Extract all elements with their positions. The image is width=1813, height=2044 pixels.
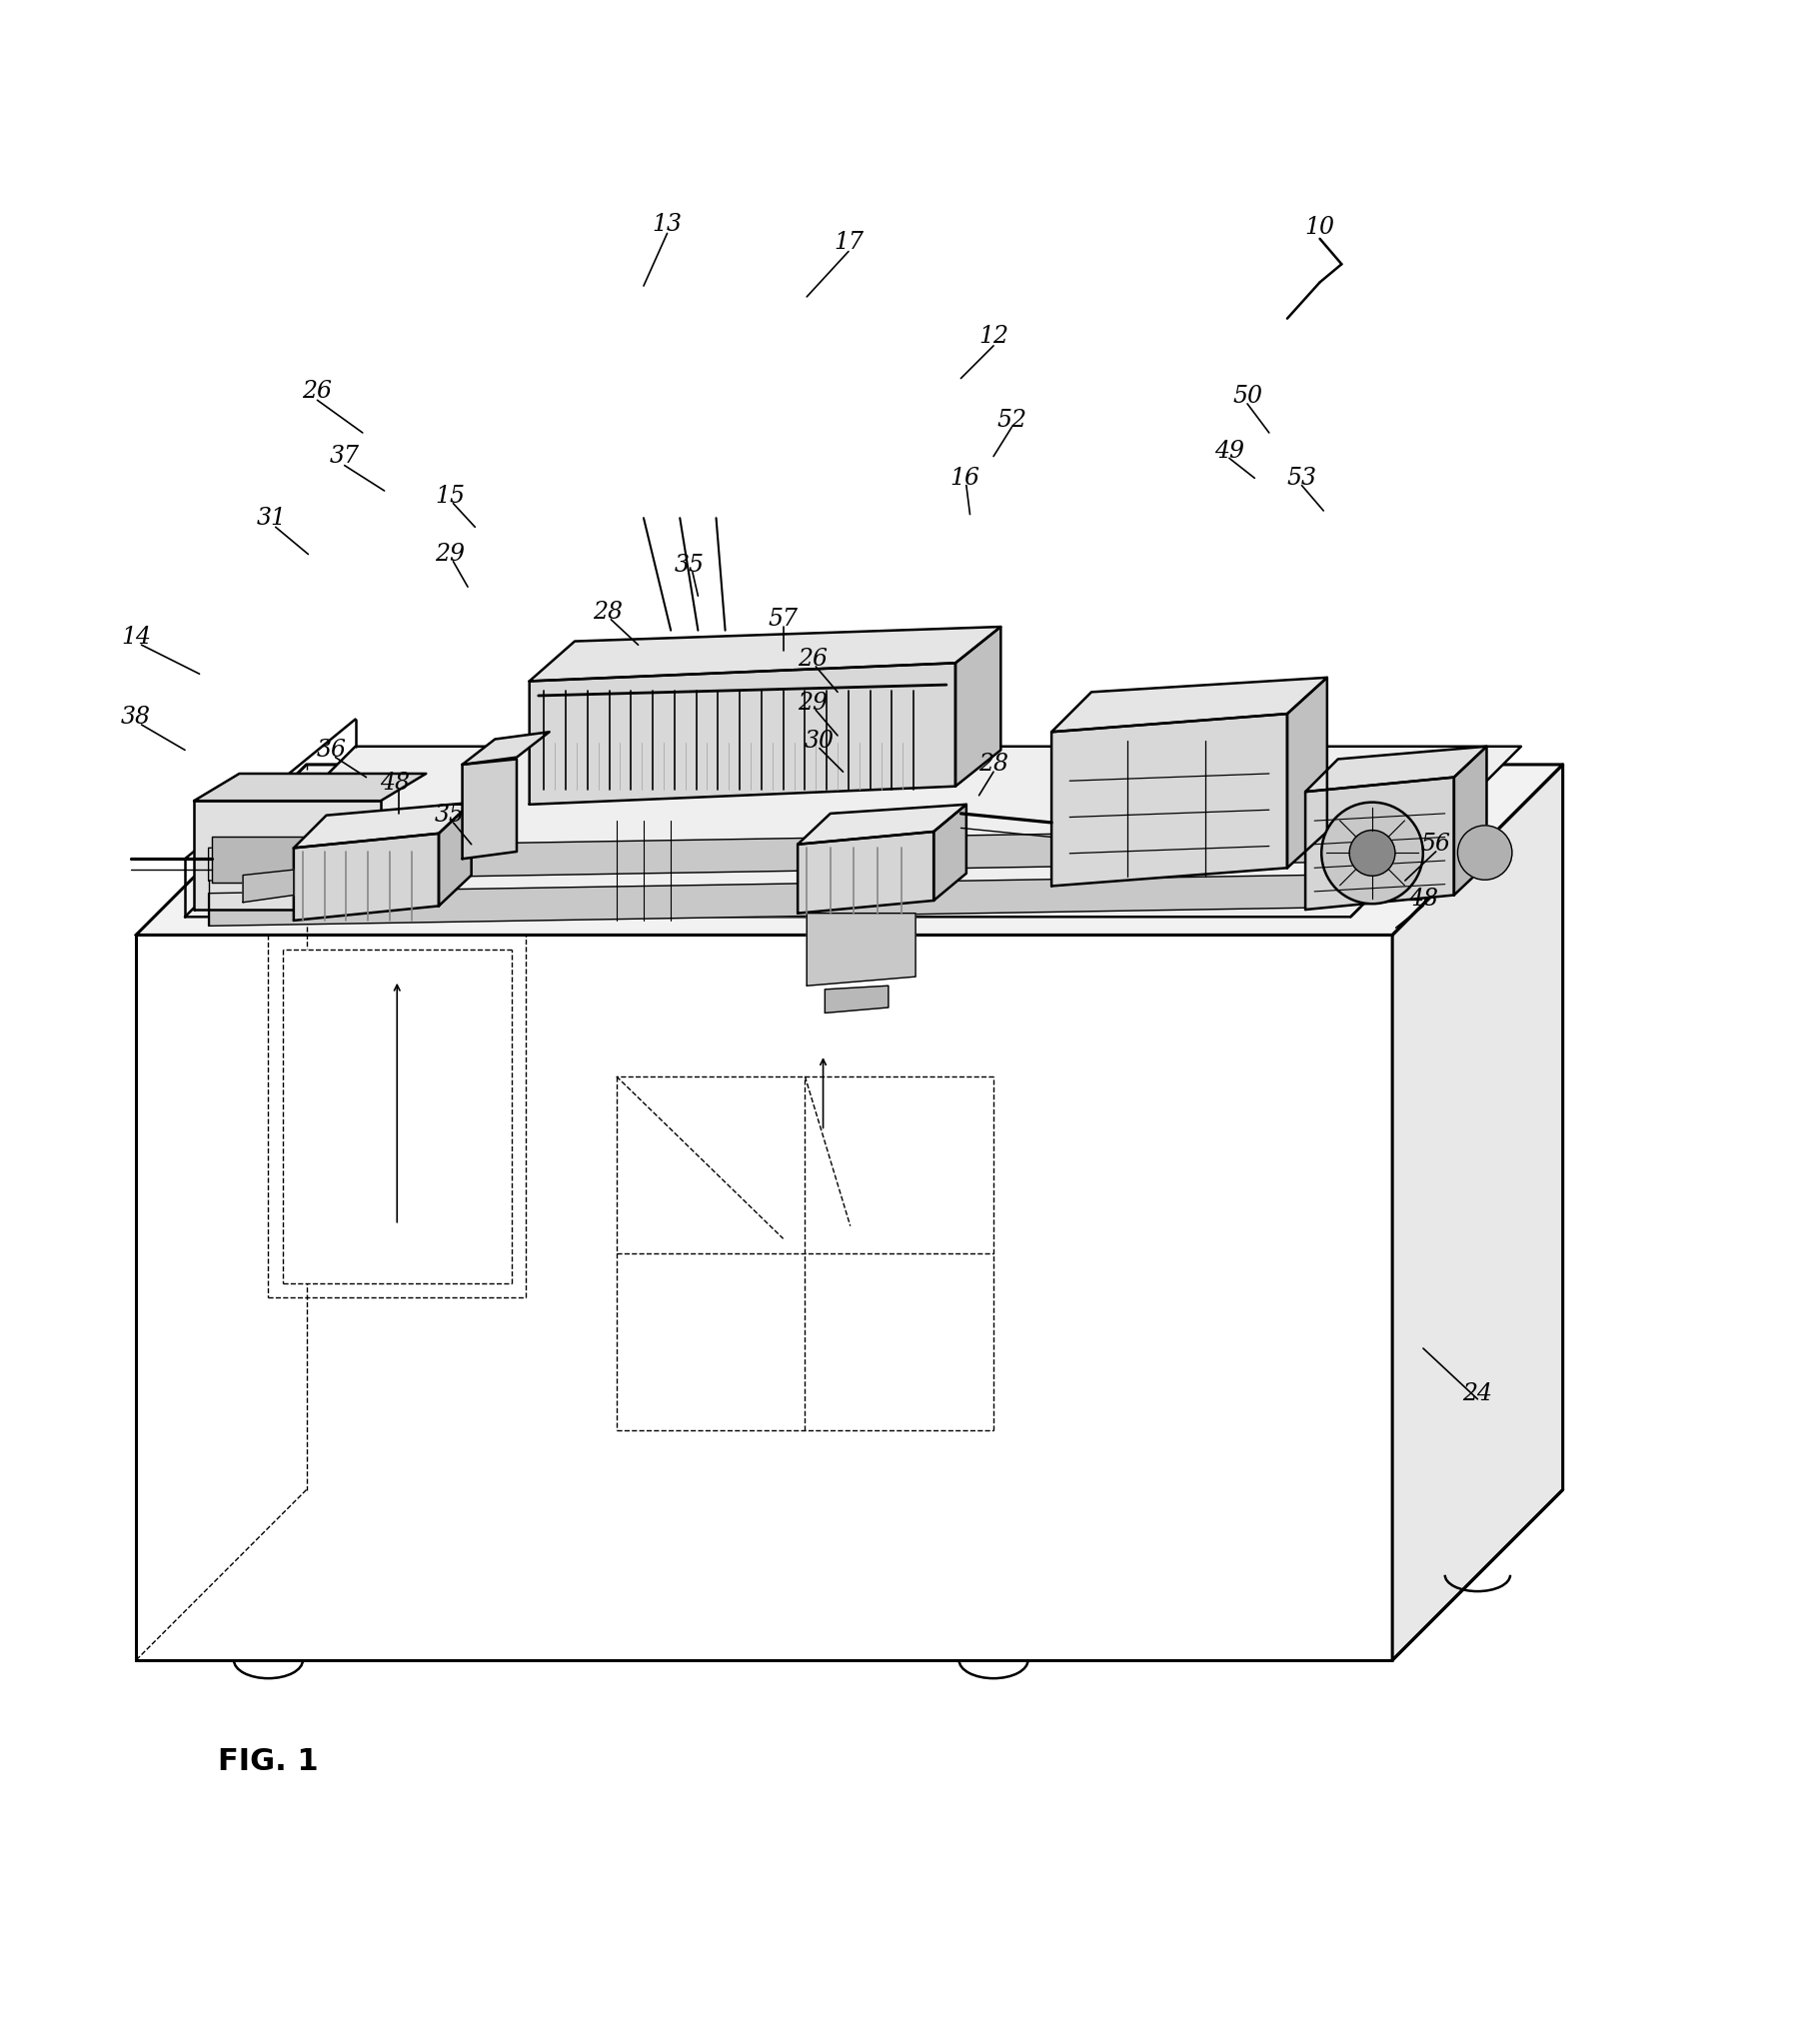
Text: 28: 28: [593, 601, 622, 623]
Text: 49: 49: [1215, 439, 1244, 462]
Text: 35: 35: [435, 803, 464, 828]
Circle shape: [1322, 801, 1423, 903]
Text: FIG. 1: FIG. 1: [218, 1748, 319, 1776]
Text: 48: 48: [1409, 887, 1438, 910]
Polygon shape: [194, 773, 426, 801]
Text: 15: 15: [435, 484, 464, 507]
Text: 48: 48: [381, 771, 410, 795]
Polygon shape: [283, 950, 511, 1284]
Circle shape: [1349, 830, 1396, 877]
Text: 26: 26: [798, 648, 827, 670]
Text: 57: 57: [769, 607, 798, 632]
Polygon shape: [934, 805, 966, 901]
Text: 24: 24: [1463, 1382, 1492, 1404]
Polygon shape: [208, 875, 1305, 926]
Polygon shape: [1052, 713, 1287, 885]
Text: 10: 10: [1305, 217, 1334, 239]
Polygon shape: [529, 628, 1001, 681]
Polygon shape: [1305, 746, 1487, 791]
Polygon shape: [1454, 746, 1487, 895]
Text: 13: 13: [653, 213, 682, 235]
Text: 50: 50: [1233, 384, 1262, 409]
Polygon shape: [1305, 777, 1454, 910]
Polygon shape: [194, 801, 381, 910]
Polygon shape: [798, 832, 934, 914]
Polygon shape: [1287, 677, 1327, 869]
Polygon shape: [185, 746, 1521, 918]
Polygon shape: [136, 764, 1563, 934]
Polygon shape: [955, 628, 1001, 787]
Text: 26: 26: [303, 380, 332, 403]
Polygon shape: [825, 985, 888, 1014]
Text: 31: 31: [257, 507, 286, 529]
Polygon shape: [1052, 677, 1327, 732]
Polygon shape: [462, 732, 549, 764]
Polygon shape: [208, 830, 1305, 881]
Text: 56: 56: [1421, 832, 1450, 856]
Text: 17: 17: [834, 231, 863, 253]
Polygon shape: [529, 662, 955, 805]
Polygon shape: [294, 834, 439, 920]
Text: 53: 53: [1287, 466, 1316, 491]
Text: 16: 16: [950, 466, 979, 491]
Circle shape: [1458, 826, 1512, 879]
Text: 35: 35: [674, 554, 703, 576]
Polygon shape: [212, 838, 335, 883]
Text: 37: 37: [330, 446, 359, 468]
Text: 29: 29: [798, 691, 827, 715]
Polygon shape: [462, 758, 517, 858]
Text: 30: 30: [805, 730, 834, 752]
Text: 14: 14: [121, 625, 150, 650]
Text: 38: 38: [121, 705, 150, 730]
Polygon shape: [243, 869, 294, 901]
Text: 52: 52: [997, 409, 1026, 431]
Polygon shape: [439, 803, 471, 905]
Polygon shape: [294, 803, 471, 848]
Text: 36: 36: [317, 738, 346, 762]
Text: 28: 28: [979, 752, 1008, 777]
Polygon shape: [1392, 764, 1563, 1660]
Polygon shape: [136, 934, 1392, 1660]
Polygon shape: [807, 914, 916, 985]
Text: 12: 12: [979, 325, 1008, 347]
Text: 29: 29: [435, 544, 464, 566]
Polygon shape: [798, 805, 966, 844]
